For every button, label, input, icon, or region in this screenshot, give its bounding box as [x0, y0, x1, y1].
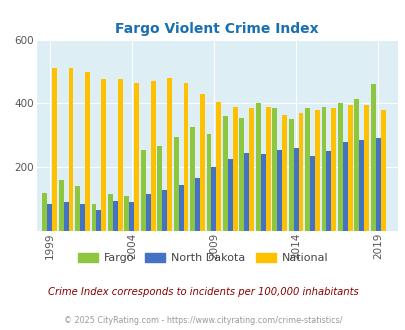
- Bar: [75, 186, 80, 231]
- Bar: [167, 78, 172, 231]
- Bar: [124, 196, 129, 231]
- Bar: [150, 81, 155, 231]
- Bar: [244, 153, 249, 231]
- Bar: [255, 103, 260, 231]
- Bar: [272, 108, 277, 231]
- Bar: [96, 210, 101, 231]
- Legend: Fargo, North Dakota, National: Fargo, North Dakota, National: [73, 248, 332, 268]
- Bar: [232, 107, 237, 231]
- Bar: [277, 150, 281, 231]
- Text: Crime Index corresponds to incidents per 100,000 inhabitants: Crime Index corresponds to incidents per…: [47, 287, 358, 297]
- Bar: [249, 108, 254, 231]
- Bar: [194, 178, 200, 231]
- Bar: [375, 139, 380, 231]
- Bar: [85, 72, 90, 231]
- Bar: [260, 154, 265, 231]
- Bar: [134, 82, 139, 231]
- Bar: [326, 151, 330, 231]
- Bar: [342, 142, 347, 231]
- Bar: [330, 108, 335, 231]
- Bar: [281, 115, 286, 231]
- Bar: [157, 147, 162, 231]
- Bar: [288, 119, 293, 231]
- Bar: [117, 80, 122, 231]
- Bar: [173, 137, 178, 231]
- Bar: [347, 105, 352, 231]
- Bar: [108, 194, 113, 231]
- Bar: [239, 118, 244, 231]
- Bar: [298, 113, 303, 231]
- Bar: [206, 134, 211, 231]
- Bar: [200, 94, 205, 231]
- Bar: [304, 108, 309, 231]
- Bar: [363, 105, 368, 231]
- Bar: [354, 99, 358, 231]
- Bar: [92, 204, 96, 231]
- Text: © 2025 CityRating.com - https://www.cityrating.com/crime-statistics/: © 2025 CityRating.com - https://www.city…: [64, 315, 341, 325]
- Bar: [178, 185, 183, 231]
- Bar: [227, 159, 232, 231]
- Bar: [314, 110, 319, 231]
- Bar: [309, 156, 314, 231]
- Bar: [113, 201, 117, 231]
- Bar: [64, 202, 68, 231]
- Bar: [59, 180, 64, 231]
- Bar: [222, 116, 227, 231]
- Bar: [68, 68, 73, 231]
- Bar: [52, 68, 57, 231]
- Bar: [337, 103, 342, 231]
- Bar: [321, 107, 326, 231]
- Bar: [293, 148, 298, 231]
- Bar: [216, 102, 221, 231]
- Bar: [358, 140, 363, 231]
- Bar: [145, 194, 150, 231]
- Title: Fargo Violent Crime Index: Fargo Violent Crime Index: [115, 22, 318, 36]
- Bar: [190, 127, 194, 231]
- Bar: [129, 202, 134, 231]
- Bar: [380, 110, 385, 231]
- Bar: [211, 167, 216, 231]
- Bar: [141, 150, 145, 231]
- Bar: [265, 107, 270, 231]
- Bar: [80, 204, 85, 231]
- Bar: [47, 204, 52, 231]
- Bar: [162, 189, 167, 231]
- Bar: [183, 82, 188, 231]
- Bar: [101, 80, 106, 231]
- Bar: [42, 193, 47, 231]
- Bar: [370, 84, 375, 231]
